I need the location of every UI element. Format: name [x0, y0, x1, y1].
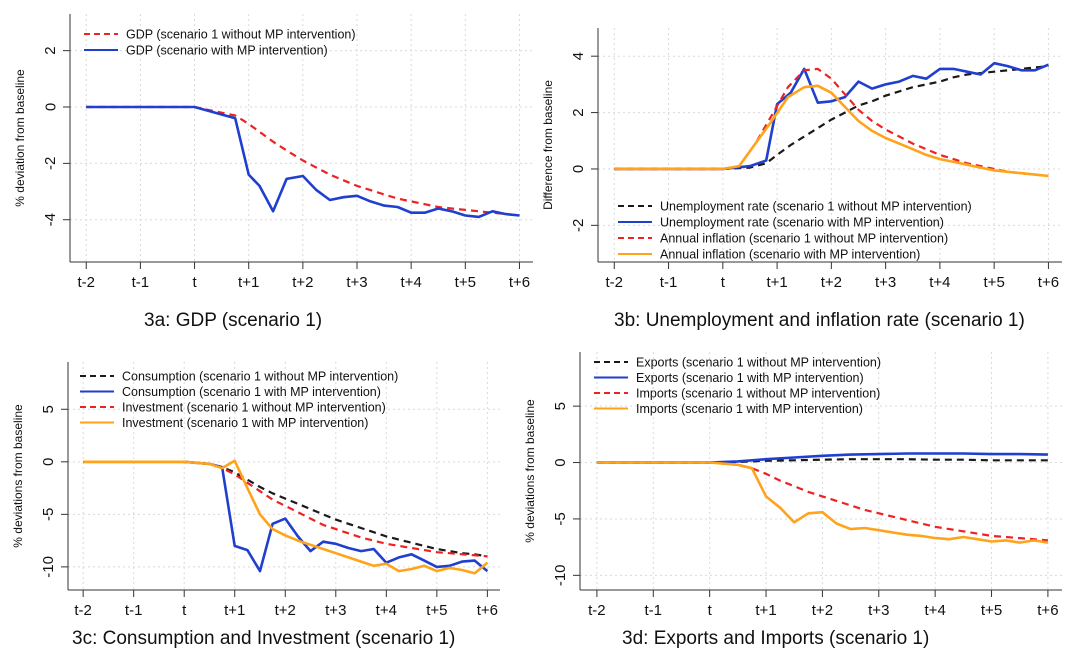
- y-tick-label: 2: [570, 108, 587, 116]
- series-line-1: [83, 460, 488, 558]
- x-tick-label: t+6: [477, 602, 498, 619]
- x-tick-label: t+4: [929, 274, 950, 291]
- x-tick-label: t+2: [812, 602, 833, 619]
- legend-label: Exports (scenario 1 without MP intervent…: [636, 356, 881, 370]
- legend-label: Consumption (scenario 1 with MP interven…: [122, 385, 381, 399]
- chart-panel-4: t-2 t-1 t t+1 t+2 t+3 t+4 t+5 t+6 5 0 -5 -10 % deviat…: [523, 352, 1062, 619]
- chart-panel-1: t-2 t-1 t t+1 t+2 t+3 t+4 t+5 t+6 2 0 -2 -4 % deviati…: [13, 14, 533, 291]
- caption-3d: 3d: Exports and Imports (scenario 1): [622, 628, 930, 649]
- x-tick-label: t+6: [1038, 274, 1059, 291]
- legend-label: Annual inflation (scenario 1 without MP …: [660, 232, 948, 246]
- x-tick-label: t-1: [660, 274, 678, 291]
- caption-3a: 3a: GDP (scenario 1): [144, 310, 323, 331]
- legend: GDP (scenario 1 without MP intervention)…: [84, 28, 356, 58]
- x-tick-label: t: [182, 602, 187, 619]
- legend: Unemployment rate (scenario 1 without MP…: [618, 200, 972, 262]
- x-tick-label: t+1: [224, 602, 245, 619]
- series-line-3: [614, 67, 1049, 178]
- x-tick-label: t+2: [821, 274, 842, 291]
- legend: Consumption (scenario 1 without MP inter…: [80, 370, 398, 430]
- chart-panel-2: t-2 t-1 t t+1 t+2 t+3 t+4 t+5 t+6 4 2 0 -2 Difference…: [541, 28, 1062, 291]
- legend-label: Consumption (scenario 1 without MP inter…: [122, 370, 398, 384]
- y-axis-label: % deviation from baseline: [13, 69, 27, 207]
- x-tick-label: t: [721, 274, 726, 291]
- series-line-4: [596, 461, 1049, 544]
- x-tick-label: t+1: [766, 274, 787, 291]
- legend-label: Exports (scenario 1 with MP intervention…: [636, 371, 864, 385]
- series-line-4: [614, 84, 1049, 178]
- x-tick-label: t+4: [401, 274, 422, 291]
- y-axis-label: % deviations from baseline: [523, 399, 537, 543]
- legend-label: GDP (scenario 1 without MP intervention): [126, 28, 356, 42]
- legend: Exports (scenario 1 without MP intervent…: [594, 356, 881, 416]
- series-line-3: [83, 460, 488, 558]
- y-axis-label: % deviations from baseline: [11, 404, 25, 548]
- x-tick-label: t: [708, 602, 713, 619]
- y-tick-label: -2: [42, 157, 59, 170]
- x-tick-label: t+6: [509, 274, 530, 291]
- y-tick-label: -10: [552, 564, 569, 586]
- legend-label: Unemployment rate (scenario 1 without MP…: [660, 200, 972, 214]
- x-tick-label: t+6: [1037, 602, 1058, 619]
- x-tick-label: t-1: [125, 602, 143, 619]
- x-tick-label: t+5: [426, 602, 447, 619]
- legend-label: Annual inflation (scenario with MP inter…: [660, 248, 920, 262]
- caption-3c: 3c: Consumption and Investment (scenario…: [72, 628, 456, 649]
- x-tick-label: t+3: [875, 274, 896, 291]
- x-tick-label: t+4: [925, 602, 946, 619]
- y-tick-label: -5: [40, 508, 57, 521]
- x-tick-label: t+4: [376, 602, 397, 619]
- x-tick-label: t: [192, 274, 197, 291]
- y-tick-label: -2: [570, 219, 587, 232]
- legend-label: Investment (scenario 1 with MP intervent…: [122, 416, 368, 430]
- y-tick-label: 0: [42, 103, 59, 111]
- x-tick-label: t+3: [325, 602, 346, 619]
- y-tick-label: 4: [570, 52, 587, 60]
- x-tick-label: t+5: [984, 274, 1005, 291]
- series-line-4: [83, 459, 489, 575]
- legend-label: Imports (scenario 1 without MP intervent…: [636, 387, 880, 401]
- series-line-3: [596, 461, 1048, 542]
- x-tick-label: t+3: [868, 602, 889, 619]
- x-tick-label: t+5: [981, 602, 1002, 619]
- x-tick-label: t+1: [755, 602, 776, 619]
- x-tick-label: t-1: [645, 602, 663, 619]
- series-line-1: [614, 65, 1049, 171]
- x-tick-label: t-1: [132, 274, 150, 291]
- legend-label: Imports (scenario 1 with MP intervention…: [636, 402, 863, 416]
- x-tick-label: t-2: [606, 274, 624, 291]
- y-tick-label: 0: [40, 458, 57, 466]
- x-tick-label: t+5: [455, 274, 476, 291]
- caption-3b: 3b: Unemployment and inflation rate (sce…: [614, 310, 1025, 331]
- legend-label: Investment (scenario 1 without MP interv…: [122, 401, 386, 415]
- y-tick-label: 0: [552, 458, 569, 466]
- x-tick-label: t-2: [588, 602, 606, 619]
- x-tick-label: t-2: [77, 274, 95, 291]
- x-tick-label: t+2: [292, 274, 313, 291]
- series-line-2: [86, 105, 520, 219]
- y-tick-label: 5: [552, 402, 569, 410]
- x-tick-label: t+1: [238, 274, 259, 291]
- y-tick-label: -5: [552, 512, 569, 525]
- chart-panel-3: t-2 t-1 t t+1 t+2 t+3 t+4 t+5 t+6 5 0 -5 -10 % deviat…: [11, 362, 500, 619]
- y-tick-label: 5: [40, 405, 57, 413]
- legend-label: GDP (scenario with MP intervention): [126, 44, 328, 58]
- series-line-2: [596, 452, 1048, 464]
- x-tick-label: t+2: [275, 602, 296, 619]
- y-tick-label: 0: [570, 165, 587, 173]
- x-tick-label: t+3: [346, 274, 367, 291]
- legend-label: Unemployment rate (scenario with MP inte…: [660, 216, 944, 230]
- y-tick-label: -4: [42, 213, 59, 226]
- y-tick-label: -10: [40, 556, 57, 578]
- y-tick-label: 2: [42, 46, 59, 54]
- series-line-2: [83, 460, 489, 573]
- x-tick-label: t-2: [74, 602, 92, 619]
- y-axis-label: Difference from baseline: [541, 80, 555, 210]
